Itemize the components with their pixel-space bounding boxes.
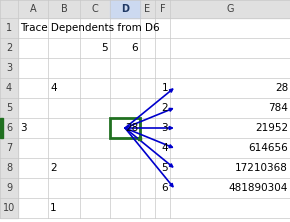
- Text: 7: 7: [6, 143, 12, 153]
- Text: 5: 5: [102, 43, 108, 53]
- Text: 614656: 614656: [248, 143, 288, 153]
- Text: F: F: [160, 4, 165, 14]
- Text: 9: 9: [6, 183, 12, 193]
- Text: 3: 3: [20, 123, 27, 133]
- Text: 784: 784: [268, 103, 288, 113]
- Text: 5: 5: [161, 163, 168, 173]
- Text: 2: 2: [50, 163, 57, 173]
- Text: 17210368: 17210368: [235, 163, 288, 173]
- Text: 21952: 21952: [255, 123, 288, 133]
- Bar: [110, 118, 140, 138]
- Text: C: C: [92, 4, 98, 14]
- Text: 3: 3: [161, 123, 168, 133]
- Text: D: D: [121, 4, 129, 14]
- Bar: [0, 0, 18, 218]
- Text: B: B: [61, 4, 67, 14]
- Text: 1: 1: [50, 203, 57, 213]
- Text: 8: 8: [6, 163, 12, 173]
- Text: 3: 3: [6, 63, 12, 73]
- Text: 481890304: 481890304: [229, 183, 288, 193]
- Text: 5: 5: [6, 103, 12, 113]
- Text: 28: 28: [125, 123, 138, 133]
- Text: 4: 4: [6, 83, 12, 93]
- Text: G: G: [226, 4, 234, 14]
- Text: E: E: [144, 4, 151, 14]
- Bar: [0, 118, 3, 138]
- Bar: [110, 0, 140, 18]
- Text: 1: 1: [6, 23, 12, 33]
- Text: 6: 6: [131, 43, 138, 53]
- Text: 4: 4: [50, 83, 57, 93]
- Text: 2: 2: [161, 103, 168, 113]
- Text: A: A: [30, 4, 36, 14]
- Text: Trace Dependents from D6: Trace Dependents from D6: [20, 23, 160, 33]
- Text: 6: 6: [6, 123, 12, 133]
- Bar: [110, 118, 140, 138]
- Text: 1: 1: [161, 83, 168, 93]
- Text: 6: 6: [161, 183, 168, 193]
- Text: 28: 28: [275, 83, 288, 93]
- Bar: [137, 137, 140, 139]
- Text: 4: 4: [161, 143, 168, 153]
- Bar: [0, 0, 290, 18]
- Text: 10: 10: [3, 203, 15, 213]
- Text: 2: 2: [6, 43, 12, 53]
